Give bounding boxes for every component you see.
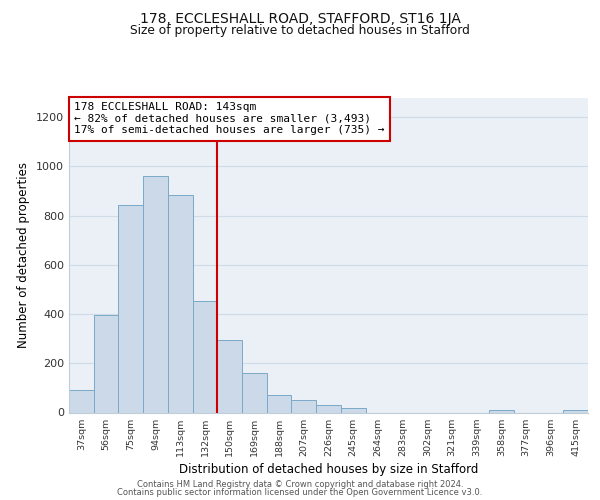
Text: Contains HM Land Registry data © Crown copyright and database right 2024.: Contains HM Land Registry data © Crown c…: [137, 480, 463, 489]
Bar: [193, 300, 217, 412]
Bar: [242, 373, 267, 412]
Text: 178, ECCLESHALL ROAD, STAFFORD, ST16 1JA: 178, ECCLESHALL ROAD, STAFFORD, ST16 1JA: [140, 12, 460, 26]
Text: Contains public sector information licensed under the Open Government Licence v3: Contains public sector information licen…: [118, 488, 482, 497]
Bar: [168, 194, 193, 412]
Bar: [118, 204, 143, 412]
Bar: [267, 396, 292, 412]
Text: Size of property relative to detached houses in Stafford: Size of property relative to detached ho…: [130, 24, 470, 37]
Text: 178 ECCLESHALL ROAD: 143sqm
← 82% of detached houses are smaller (3,493)
17% of : 178 ECCLESHALL ROAD: 143sqm ← 82% of det…: [74, 102, 385, 136]
Bar: [143, 176, 168, 412]
Bar: [292, 400, 316, 412]
Bar: [489, 410, 514, 412]
Bar: [563, 410, 588, 412]
Bar: [341, 408, 365, 412]
Bar: [316, 404, 341, 412]
X-axis label: Distribution of detached houses by size in Stafford: Distribution of detached houses by size …: [179, 463, 478, 476]
Bar: [69, 390, 94, 412]
Bar: [217, 340, 242, 412]
Bar: [94, 316, 118, 412]
Y-axis label: Number of detached properties: Number of detached properties: [17, 162, 31, 348]
